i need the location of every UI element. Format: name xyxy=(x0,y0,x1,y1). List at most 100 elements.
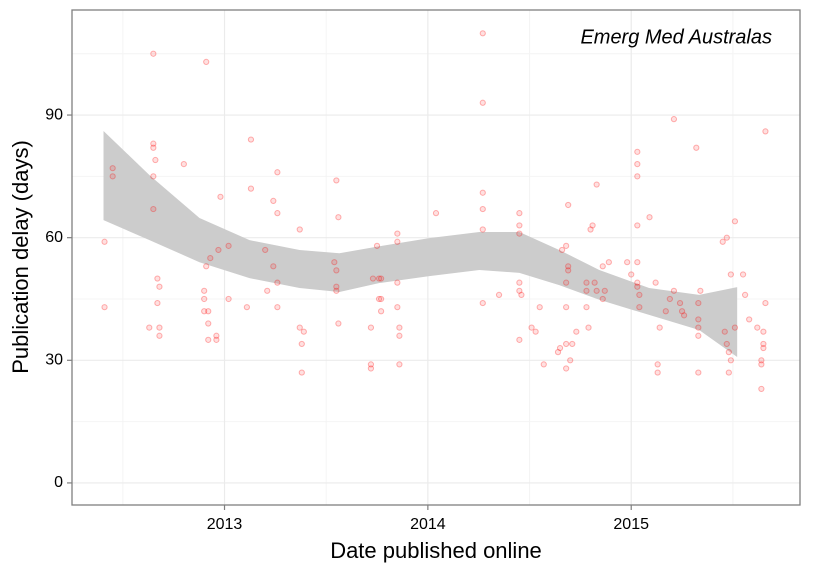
data-point xyxy=(634,279,641,286)
data-point xyxy=(723,234,730,241)
data-point xyxy=(599,263,606,270)
data-point xyxy=(676,299,684,307)
confidence-ribbon xyxy=(103,130,738,358)
data-point xyxy=(146,324,153,331)
data-point xyxy=(518,291,525,299)
data-point xyxy=(479,189,486,196)
data-point xyxy=(394,304,401,311)
data-point xyxy=(243,304,250,311)
data-point xyxy=(624,259,631,266)
data-point xyxy=(516,336,523,343)
data-point xyxy=(599,295,606,303)
data-point xyxy=(152,156,159,164)
y-tick-label: 60 xyxy=(45,229,63,246)
x-tick-label: 2015 xyxy=(613,516,649,533)
data-point xyxy=(154,275,161,282)
data-point xyxy=(274,304,281,311)
data-point xyxy=(634,160,641,168)
data-point xyxy=(432,210,440,217)
data-point xyxy=(247,185,255,192)
data-point xyxy=(270,263,277,270)
data-point xyxy=(333,267,340,274)
data-point xyxy=(150,140,157,147)
data-point xyxy=(377,275,385,282)
data-point xyxy=(693,144,700,151)
data-point xyxy=(331,259,338,266)
data-point xyxy=(567,357,574,364)
data-point xyxy=(109,165,116,172)
data-point xyxy=(479,30,486,37)
data-point xyxy=(721,328,728,335)
data-point xyxy=(394,230,401,237)
data-point xyxy=(695,316,702,323)
data-point xyxy=(225,295,232,303)
data-point xyxy=(528,324,535,331)
data-point xyxy=(207,255,214,262)
data-point xyxy=(591,279,598,286)
data-point xyxy=(587,226,594,233)
data-point xyxy=(479,226,486,233)
data-point xyxy=(217,193,224,200)
data-point xyxy=(652,279,659,286)
y-tick-label: 0 xyxy=(54,474,63,491)
annotation: Emerg Med Australas xyxy=(580,26,772,48)
data-point xyxy=(569,340,576,348)
data-point xyxy=(746,316,753,323)
data-point xyxy=(300,328,307,335)
data-point xyxy=(731,218,739,225)
data-point xyxy=(573,328,580,335)
data-point xyxy=(333,283,340,290)
data-point xyxy=(605,259,612,266)
data-point xyxy=(373,242,381,249)
data-point xyxy=(274,210,281,217)
data-point xyxy=(654,369,661,376)
data-point xyxy=(636,291,643,299)
data-point xyxy=(731,324,739,331)
data-point xyxy=(247,136,255,143)
data-point xyxy=(213,332,220,339)
panel-border xyxy=(71,9,801,506)
data-point xyxy=(215,246,222,254)
data-point xyxy=(396,324,403,331)
data-point xyxy=(274,169,281,176)
data-point xyxy=(109,173,116,180)
data-point xyxy=(394,279,401,286)
data-point xyxy=(634,259,641,266)
data-point xyxy=(563,304,570,311)
data-point xyxy=(583,279,590,286)
data-point xyxy=(516,222,523,229)
data-point xyxy=(697,287,704,294)
data-point xyxy=(634,148,641,155)
y-axis-title: Publication delay (days) xyxy=(8,140,33,374)
data-point xyxy=(760,328,767,335)
data-point xyxy=(201,308,208,315)
data-point xyxy=(150,50,157,57)
y-tick-label: 90 xyxy=(45,106,63,123)
data-point xyxy=(727,357,734,364)
data-point xyxy=(180,160,187,168)
data-point xyxy=(554,349,562,356)
data-point xyxy=(296,226,303,233)
data-point xyxy=(583,287,590,294)
data-point xyxy=(762,299,769,307)
data-point xyxy=(589,222,596,229)
data-point xyxy=(335,320,342,327)
data-point xyxy=(205,336,212,343)
data-point xyxy=(205,308,212,315)
x-axis-title: Date published online xyxy=(330,538,542,563)
data-point xyxy=(377,295,385,303)
data-point xyxy=(646,214,653,221)
data-point xyxy=(678,308,686,315)
data-point xyxy=(593,287,600,294)
data-point xyxy=(274,279,281,286)
data-point xyxy=(396,361,403,368)
data-point xyxy=(150,144,157,151)
data-point xyxy=(695,324,702,331)
data-point xyxy=(154,299,161,307)
data-point xyxy=(565,201,572,209)
data-point xyxy=(333,287,340,294)
data-point xyxy=(558,246,566,254)
data-point xyxy=(205,320,212,327)
data-point xyxy=(377,308,385,315)
